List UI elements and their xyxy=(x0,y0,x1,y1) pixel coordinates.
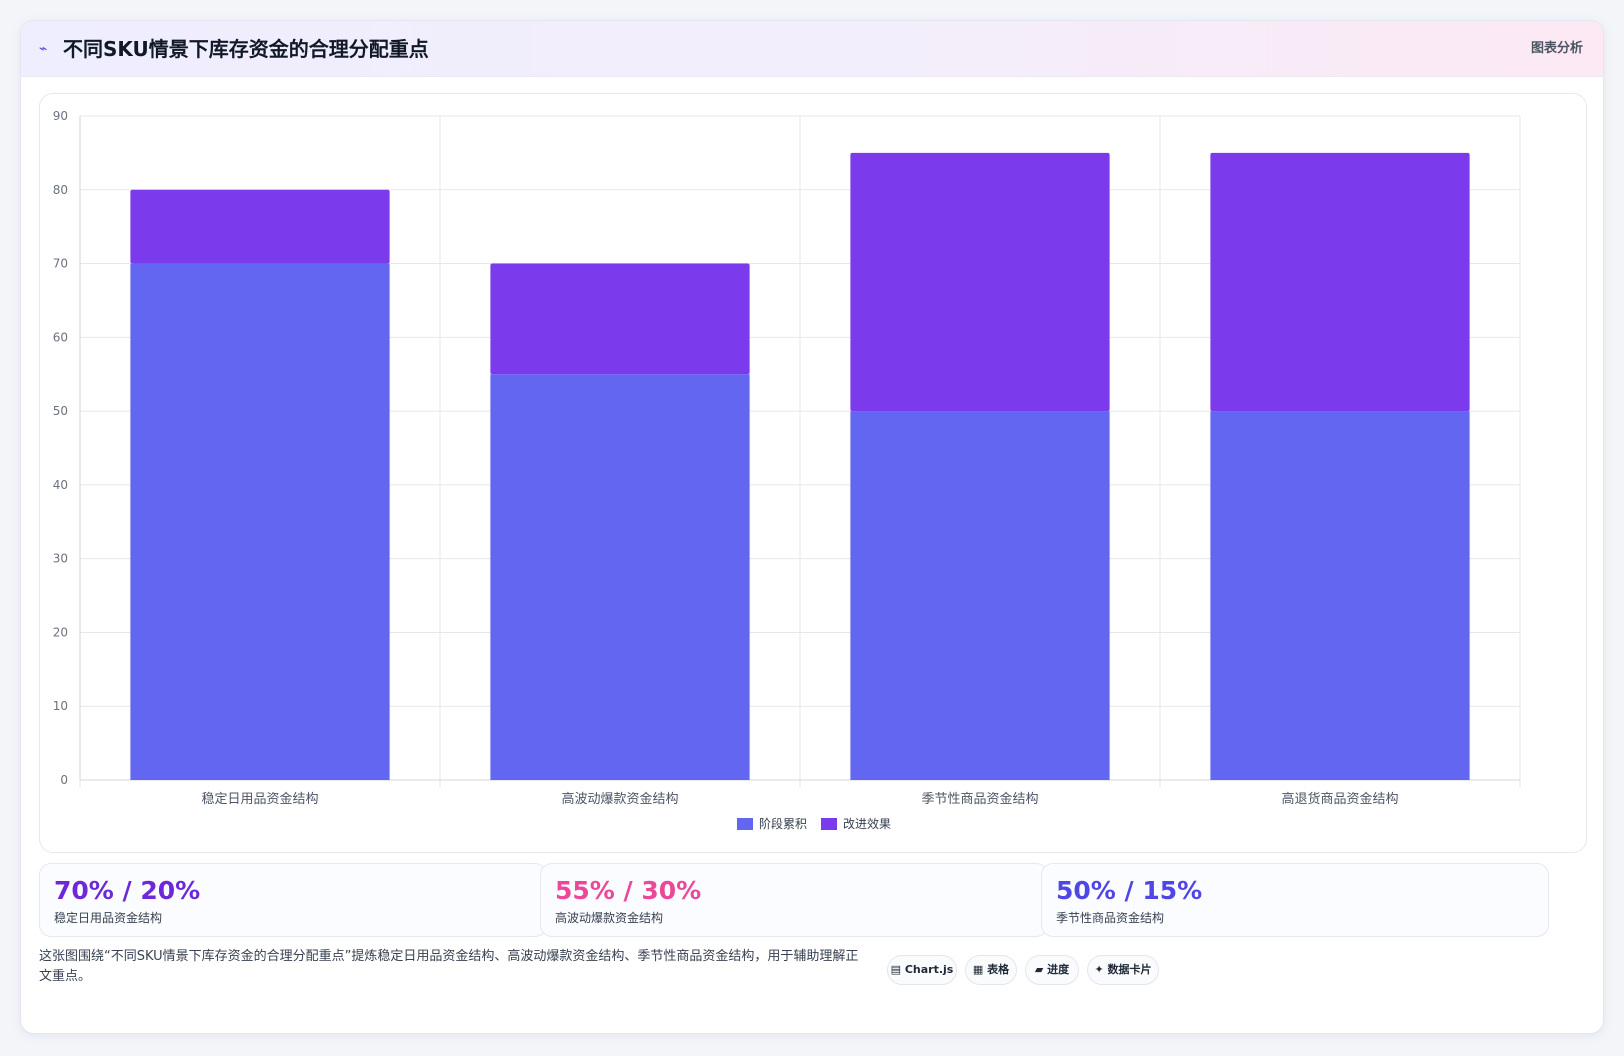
stat-card-3: 50% / 15% 季节性商品资金结构 xyxy=(1041,863,1549,937)
stat-card-2: 55% / 30% 高波动爆款资金结构 xyxy=(540,863,1048,937)
y-tick-label: 50 xyxy=(53,404,68,418)
legend-label: 阶段累积 xyxy=(759,816,807,831)
stat-label: 稳定日用品资金结构 xyxy=(54,911,163,925)
legend-swatch xyxy=(737,818,753,830)
card-header: ⌁ 不同SKU情景下库存资金的合理分配重点 图表分析 xyxy=(21,21,1603,77)
y-tick-label: 30 xyxy=(53,552,68,566)
chart-description: 这张图围绕“不同SKU情景下库存资金的合理分配重点”提炼稳定日用品资金结构、高波… xyxy=(39,949,859,984)
stat-label: 高波动爆款资金结构 xyxy=(555,911,664,925)
y-tick-label: 20 xyxy=(53,625,68,639)
bar-segment xyxy=(850,411,1110,780)
chart-card: ⌁ 不同SKU情景下库存资金的合理分配重点 图表分析 0 10 20 30 40 50 60… xyxy=(20,20,1604,1034)
bar-segment xyxy=(1210,152,1470,412)
chip-chartjs[interactable]: ▤ Chart.js xyxy=(887,955,957,985)
y-tick-label: 40 xyxy=(53,478,68,492)
page-title: 不同SKU情景下库存资金的合理分配重点 xyxy=(63,37,429,61)
x-tick-label: 高退货商品资金结构 xyxy=(1281,791,1398,807)
stat-value: 50% / 15% xyxy=(1056,876,1203,905)
bar-segment xyxy=(1210,411,1470,780)
legend-swatch xyxy=(821,818,837,830)
x-tick-label: 高波动爆款资金结构 xyxy=(561,791,678,807)
chip-data-cards[interactable]: ✦ 数据卡片 xyxy=(1087,955,1159,985)
x-tick-label: 季节性商品资金结构 xyxy=(921,791,1038,807)
bar-segment xyxy=(850,152,1110,412)
y-tick-label: 90 xyxy=(53,109,68,123)
stat-value: 55% / 30% xyxy=(555,876,702,905)
y-tick-label: 60 xyxy=(53,330,68,344)
stat-cards: 70% / 20% 稳定日用品资金结构 55% / 30% 高波动爆款资金结构 … xyxy=(39,863,1587,937)
y-tick-label: 80 xyxy=(53,183,68,197)
bar-segment xyxy=(130,263,390,780)
bar-segment xyxy=(490,374,750,780)
stat-label: 季节性商品资金结构 xyxy=(1056,911,1165,925)
bar-segment xyxy=(490,263,750,375)
chip-progress[interactable]: ▰ 进度 xyxy=(1025,955,1079,985)
stat-value: 70% / 20% xyxy=(54,876,201,905)
y-tick-label: 10 xyxy=(53,699,68,713)
y-tick-label: 70 xyxy=(53,257,68,271)
x-tick-label: 稳定日用品资金结构 xyxy=(201,791,318,807)
chart-wave-icon: ⌁ xyxy=(39,41,48,57)
chart-panel: 0 10 20 30 40 50 60 70 80 90 稳定日用品资金结构 高波动爆款资金结构 季节性… xyxy=(39,93,1587,853)
bar-segment xyxy=(130,189,390,264)
y-tick-label: 0 xyxy=(60,773,68,787)
stat-card-1: 70% / 20% 稳定日用品资金结构 xyxy=(39,863,547,937)
chart-analysis-label: 图表分析 xyxy=(1530,41,1583,56)
legend-label: 改进效果 xyxy=(843,816,891,831)
stacked-bar-chart: 0 10 20 30 40 50 60 70 80 90 稳定日用品资金结构 高波动爆款资金结构 季节性… xyxy=(53,109,1521,831)
chip-table[interactable]: ▦ 表格 xyxy=(965,955,1017,985)
